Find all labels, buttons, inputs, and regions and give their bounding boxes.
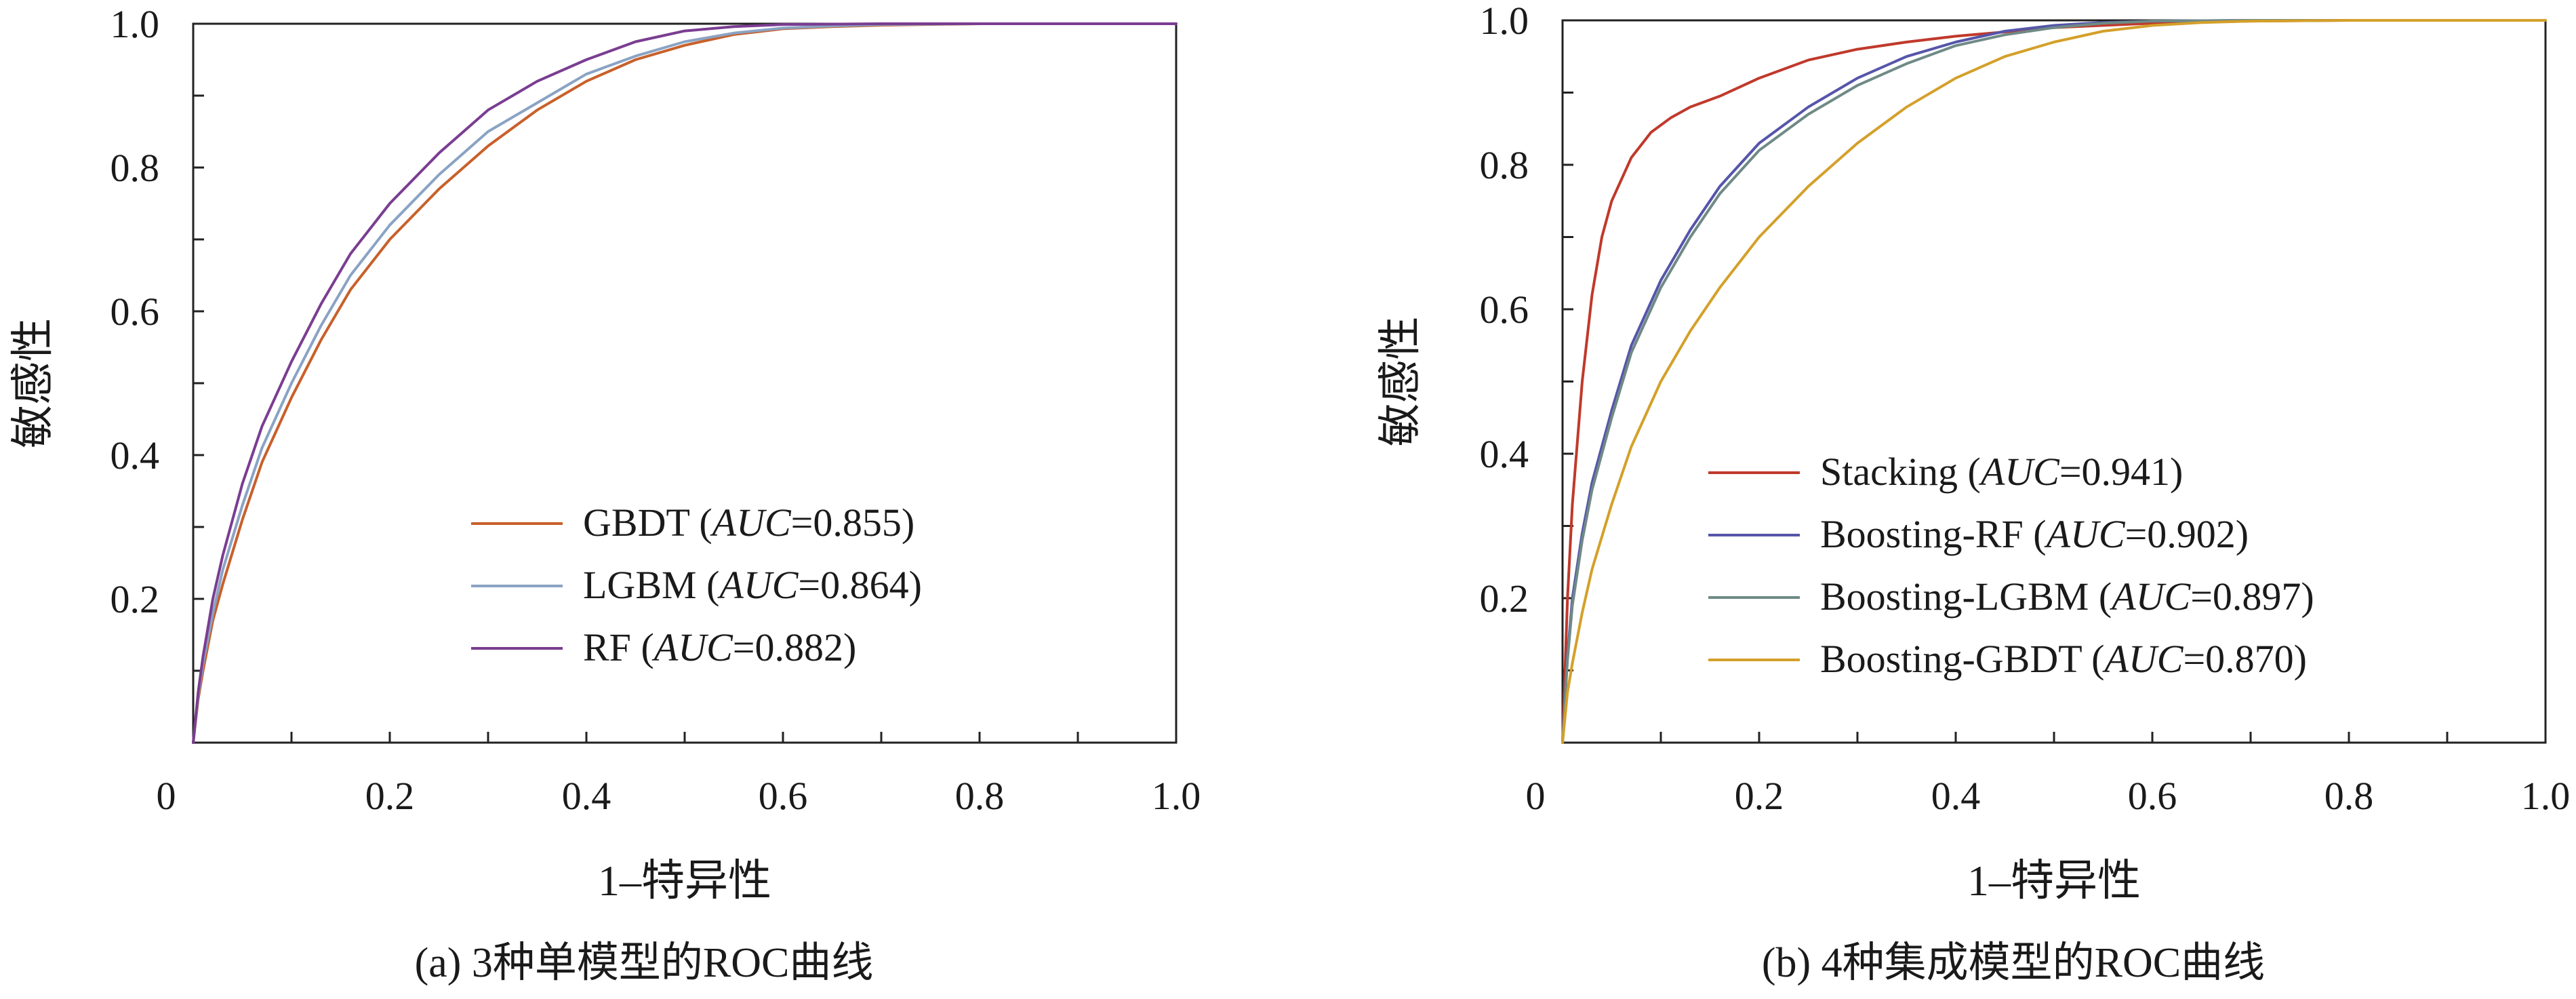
x-tick-label: 0.6 [759,774,808,818]
x-tick-label: 0.8 [955,774,1005,818]
x-tick-label: 0.4 [1931,774,1981,818]
chart-panel-a: 0 0.2 0.4 0.6 0.8 1.0 0.2 0.4 0.6 0.8 1.0 1–特异性 敏感性 (… [9,2,1201,986]
legend-series-name: RF [583,625,631,669]
y-axis-title: 敏感性 [9,318,57,448]
y-tick-label: 0.6 [110,290,160,334]
legend-entry: Boosting-LGBM (AUC=0.897) [1820,574,2314,619]
x-tick-label: 1.0 [1152,774,1201,818]
x-tick-label: 0.6 [2128,774,2177,818]
legend-series-name: Stacking [1820,450,1958,494]
legend-open-paren: ( [2089,574,2112,619]
legend-open-paren: ( [1958,450,1981,494]
series-line-boosting-lgbm [1561,19,2547,744]
x-axis-title: 1–特异性 [1967,857,2141,905]
legend-open-paren: ( [631,625,654,669]
legend-auc-label: AUC [717,563,799,607]
legend-auc-value: =0.897) [2190,574,2314,619]
y-tick-label: 0.4 [1480,432,1529,476]
legend: Stacking (AUC=0.941)Boosting-RF (AUC=0.9… [1708,450,2314,681]
y-tick-label: 1.0 [110,2,160,46]
legend-entry: Boosting-RF (AUC=0.902) [1820,512,2249,556]
legend-series-name: Boosting-RF [1820,512,2024,556]
series-line-boosting-gbdt [1561,19,2547,744]
x-tick-label: 1.0 [2521,774,2571,818]
x-tick-label: 0.8 [2325,774,2374,818]
legend-open-paren: ( [697,563,720,607]
x-tick-label: 0.2 [1735,774,1784,818]
y-tick-label: 0.2 [1480,576,1529,621]
legend-entry: RF (AUC=0.882) [583,625,856,669]
legend-auc-value: =0.864) [798,563,922,607]
legend-series-name: LGBM [583,563,697,607]
legend-auc-label: AUC [2044,512,2126,556]
x-tick-label: 0.4 [562,774,611,818]
legend-entry: LGBM (AUC=0.864) [583,563,922,607]
y-tick-label: 0.4 [110,433,160,477]
legend-auc-value: =0.902) [2125,512,2249,556]
x-tick-label: 0.2 [365,774,415,818]
y-tick-label: 0.2 [110,577,160,621]
legend-auc-label: AUC [2101,637,2183,681]
legend-auc-label: AUC [2109,574,2191,619]
y-tick-label: 0.6 [1480,288,1529,332]
plot-frame [1561,19,2547,744]
y-tick-label: 0.8 [110,146,160,190]
series-line-lgbm [192,22,1178,744]
legend-open-paren: ( [2024,512,2047,556]
legend-auc-value: =0.941) [2059,450,2183,494]
panel-caption: (a) 3种单模型的ROC曲线 [415,940,874,986]
legend-auc-label: AUC [1978,450,2060,494]
legend-series-name: Boosting-GBDT [1820,637,2082,681]
legend: GBDT (AUC=0.855)LGBM (AUC=0.864)RF (AUC=… [471,501,922,669]
legend-series-name: GBDT [583,501,689,545]
legend-entry: GBDT (AUC=0.855) [583,501,914,545]
legend-auc-value: =0.882) [733,625,857,669]
legend-auc-label: AUC [651,625,733,669]
legend-open-paren: ( [2082,637,2105,681]
y-axis-title: 敏感性 [1376,317,1424,447]
legend-auc-value: =0.855) [791,501,915,545]
legend-auc-value: =0.870) [2183,637,2307,681]
x-axis-title: 1–特异性 [598,857,771,905]
legend-open-paren: ( [689,501,712,545]
legend-entry: Stacking (AUC=0.941) [1820,450,2183,494]
y-tick-label: 0.8 [1480,143,1529,187]
panel-caption: (b) 4种集成模型的ROC曲线 [1762,940,2265,986]
x-tick-label: 0 [1526,774,1546,818]
series-line-stacking [1561,19,2547,744]
chart-panel-b: 0 0.2 0.4 0.6 0.8 1.0 0.2 0.4 0.6 0.8 1.0 1–特异性 敏感性 (… [1376,0,2570,986]
legend-series-name: Boosting-LGBM [1820,574,2089,619]
y-tick-label: 1.0 [1480,0,1529,43]
legend-auc-label: AUC [710,501,792,545]
series-line-rf [192,22,1178,744]
series-line-boosting-rf [1561,19,2547,744]
x-tick-label: 0 [157,774,176,818]
legend-entry: Boosting-GBDT (AUC=0.870) [1820,637,2307,681]
